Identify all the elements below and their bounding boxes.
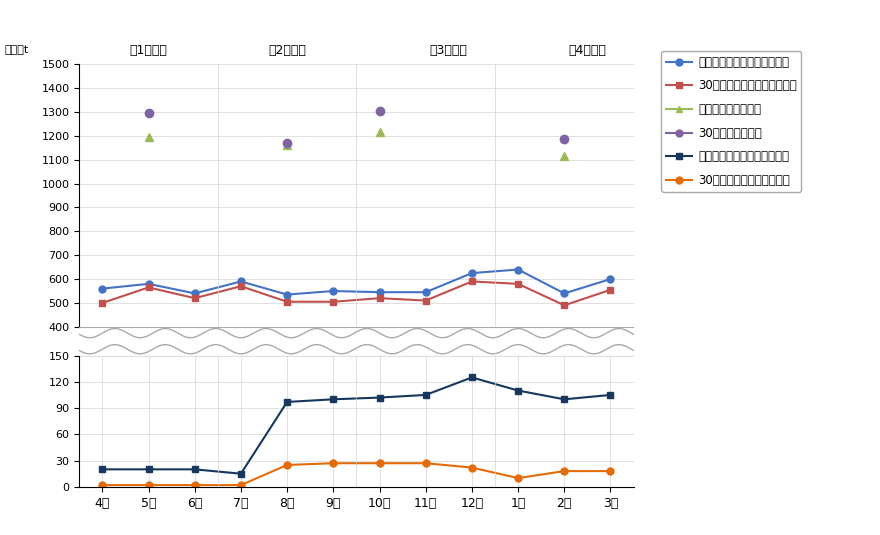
Text: 第2四半期: 第2四半期: [268, 44, 306, 57]
Text: 単位：t: 単位：t: [4, 45, 29, 56]
Legend: 元年度　ステーション・拠点, 30年度　ステーション・拠点, 元年度　　集団回収, 30年度　集団回収, 元年度　　ピックアップ回収, 30年度　ピックアップ回: 元年度 ステーション・拠点, 30年度 ステーション・拠点, 元年度 集団回収,…: [662, 51, 802, 192]
Text: 第1四半期: 第1四半期: [129, 44, 167, 57]
Text: 第4四半期: 第4四半期: [568, 44, 606, 57]
Text: 第3四半期: 第3四半期: [429, 44, 468, 57]
